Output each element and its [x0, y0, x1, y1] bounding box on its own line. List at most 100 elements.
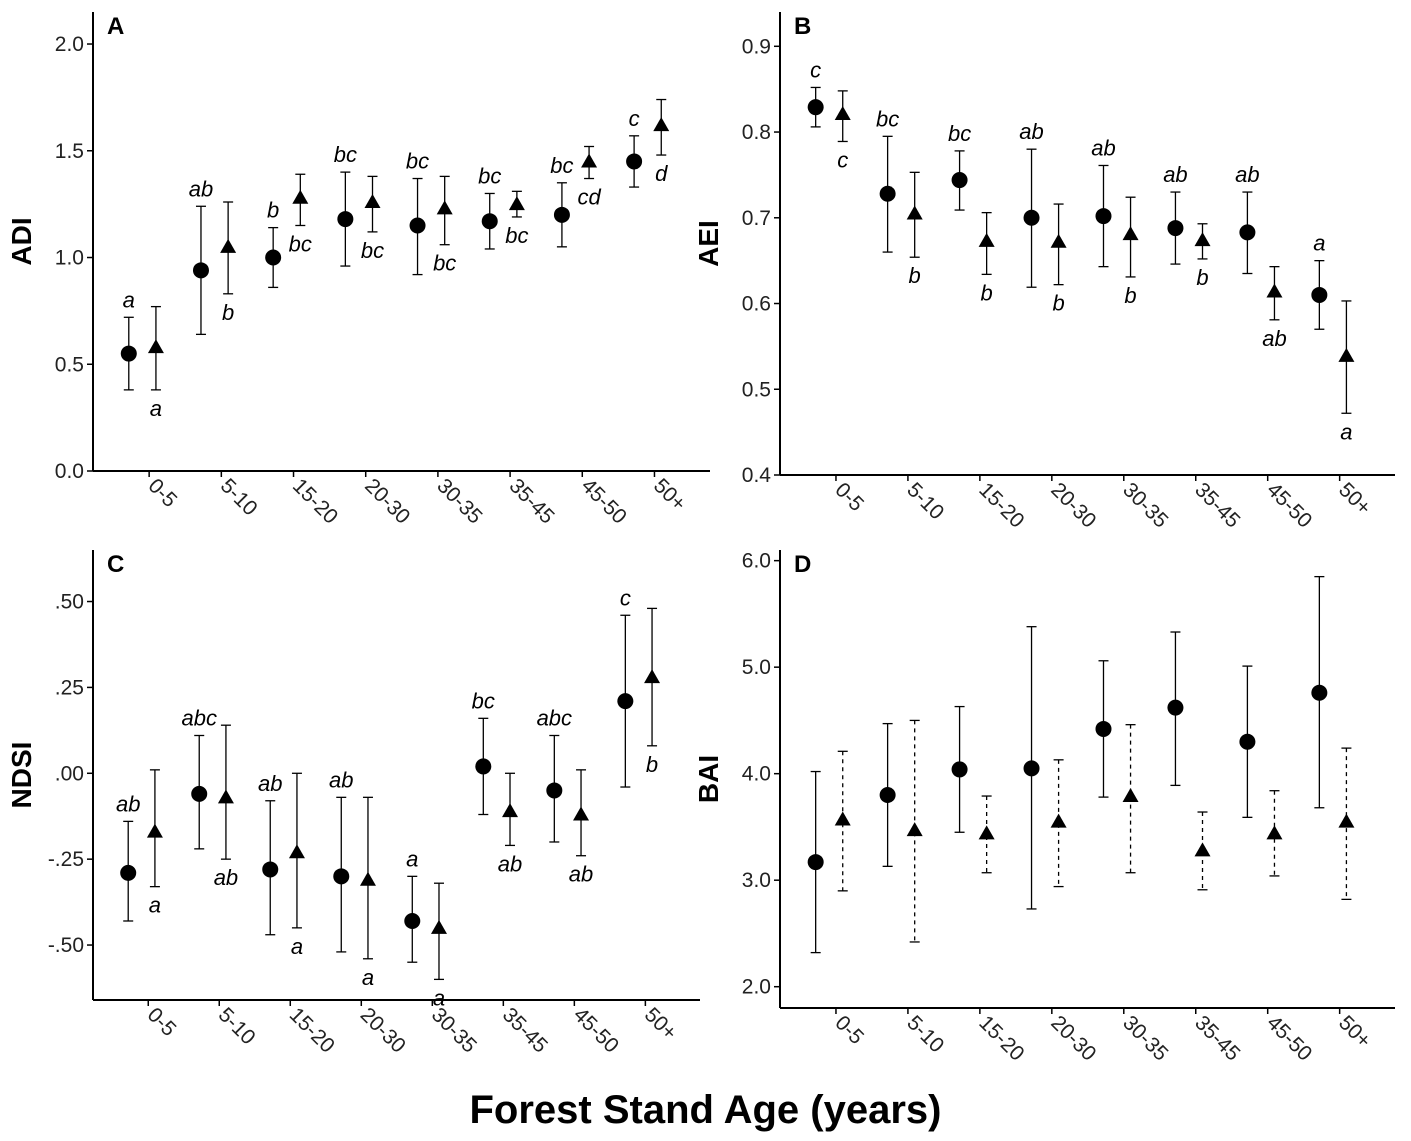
data-point-triangle [292, 189, 309, 204]
data-point-circle [1311, 286, 1328, 303]
x-tick-label: 5-10 [216, 474, 262, 520]
significance-letter: bc [361, 238, 384, 263]
y-tick-label: 0.8 [742, 121, 771, 144]
data-point-circle [807, 99, 824, 116]
data-point-triangle [581, 153, 598, 168]
data-point-triangle [217, 789, 234, 804]
significance-letter: cd [577, 185, 601, 210]
y-tick-label: 0.5 [55, 353, 84, 376]
significance-letter: a [123, 287, 135, 312]
data-point-circle [951, 761, 968, 778]
panel-b: B AEI 0.4 0.5 0.6 0.7 0.8 0.9 0-5 5-10 15-20 20-30 3… [693, 12, 1395, 533]
significance-letter: ab [116, 791, 140, 816]
data-point-circle [1239, 224, 1256, 241]
y-tick-label: -.25 [48, 848, 84, 871]
data-point-circle [337, 211, 354, 228]
significance-letter: abc [537, 705, 572, 730]
data-point-triangle [906, 822, 923, 837]
y-tick-label: .50 [55, 591, 84, 614]
y-tick-label: 3.0 [742, 869, 771, 892]
x-tick-label: 30-35 [427, 1003, 481, 1057]
data-point-circle [879, 786, 896, 803]
data-point-circle [475, 758, 492, 775]
data-point-circle [120, 864, 137, 881]
y-tick-label: 6.0 [742, 550, 771, 573]
data-point-circle [481, 213, 498, 230]
y-tick-label: .25 [55, 676, 84, 699]
significance-letter: bc [334, 142, 357, 167]
significance-letter: d [655, 161, 668, 186]
x-tick-label: 15-20 [288, 474, 342, 528]
significance-letter: ab [498, 851, 522, 876]
figure-x-axis-label: Forest Stand Age (years) [469, 1088, 942, 1132]
y-tick-label: 0.6 [742, 293, 771, 316]
data-point-circle [333, 868, 350, 885]
significance-letter: a [406, 846, 418, 871]
data-point-circle [1167, 220, 1184, 237]
data-point-triangle [1122, 788, 1139, 803]
x-tick-label: 20-30 [356, 1003, 410, 1057]
y-axis-label: BAI [693, 755, 724, 803]
y-tick-label: 5.0 [742, 656, 771, 679]
x-tick-label: 35-45 [505, 474, 559, 528]
significance-letter: b [267, 198, 279, 223]
significance-letter: ab [189, 176, 213, 201]
x-tick-label: 0-5 [830, 478, 868, 516]
x-tick-label: 0-5 [144, 474, 182, 512]
y-tick-label: 4.0 [742, 763, 771, 786]
data-point-triangle [220, 238, 237, 253]
data-point-triangle [1194, 232, 1211, 247]
x-tick-label: 30-35 [432, 474, 486, 528]
x-tick-label: 35-45 [498, 1003, 552, 1057]
data-point-circle [1095, 720, 1112, 737]
y-tick-label: 1.0 [55, 247, 84, 270]
data-point-circle [262, 861, 279, 878]
significance-letter: bc [876, 106, 899, 131]
significance-letter: bc [433, 251, 456, 276]
y-tick-label: 0.4 [742, 464, 772, 487]
data-point-triangle [1050, 233, 1067, 248]
data-point-circle [617, 693, 634, 710]
y-tick-label: 0.9 [742, 35, 771, 58]
x-tick-label: 5-10 [214, 1003, 260, 1049]
x-tick-label: 20-30 [360, 474, 414, 528]
data-point-circle [1239, 733, 1256, 750]
data-point-triangle [834, 811, 851, 826]
significance-letter: b [1124, 283, 1136, 308]
data-point-triangle [978, 232, 995, 247]
significance-letter: b [1052, 291, 1064, 316]
significance-letter: a [1340, 419, 1352, 444]
y-tick-label: 0.5 [742, 378, 771, 401]
significance-letter: b [1196, 265, 1208, 290]
data-point-triangle [653, 117, 670, 132]
y-tick-label: .00 [55, 762, 84, 785]
data-point-circle [192, 262, 209, 279]
data-point-circle [546, 782, 563, 799]
data-point-triangle [364, 194, 381, 209]
panel-letter: D [794, 551, 811, 578]
x-tick-label: 30-35 [1118, 1011, 1172, 1065]
data-point-triangle [906, 205, 923, 220]
data-point-triangle [288, 844, 305, 859]
x-tick-label: 50+ [640, 1003, 681, 1044]
significance-letter: bc [478, 163, 501, 188]
x-tick-label: 45-50 [1262, 478, 1316, 532]
panel-letter: C [107, 551, 124, 578]
data-point-triangle [436, 200, 453, 215]
x-tick-label: 35-45 [1190, 1011, 1244, 1065]
x-tick-label: 50+ [1334, 1011, 1375, 1052]
x-tick-label: 45-50 [1262, 1011, 1316, 1065]
significance-letter: bc [406, 149, 429, 174]
data-point-circle [1023, 760, 1040, 777]
data-point-circle [626, 153, 643, 170]
data-point-triangle [430, 919, 447, 934]
significance-letter: ab [214, 865, 238, 890]
x-tick-label: 20-30 [1046, 478, 1100, 532]
data-point-triangle [508, 196, 525, 211]
x-tick-label: 0-5 [830, 1011, 868, 1049]
data-point-triangle [1266, 283, 1283, 298]
data-point-triangle [1122, 226, 1139, 241]
significance-letter: bc [550, 153, 573, 178]
panel-letter: A [107, 13, 124, 40]
significance-letter: bc [948, 121, 971, 146]
